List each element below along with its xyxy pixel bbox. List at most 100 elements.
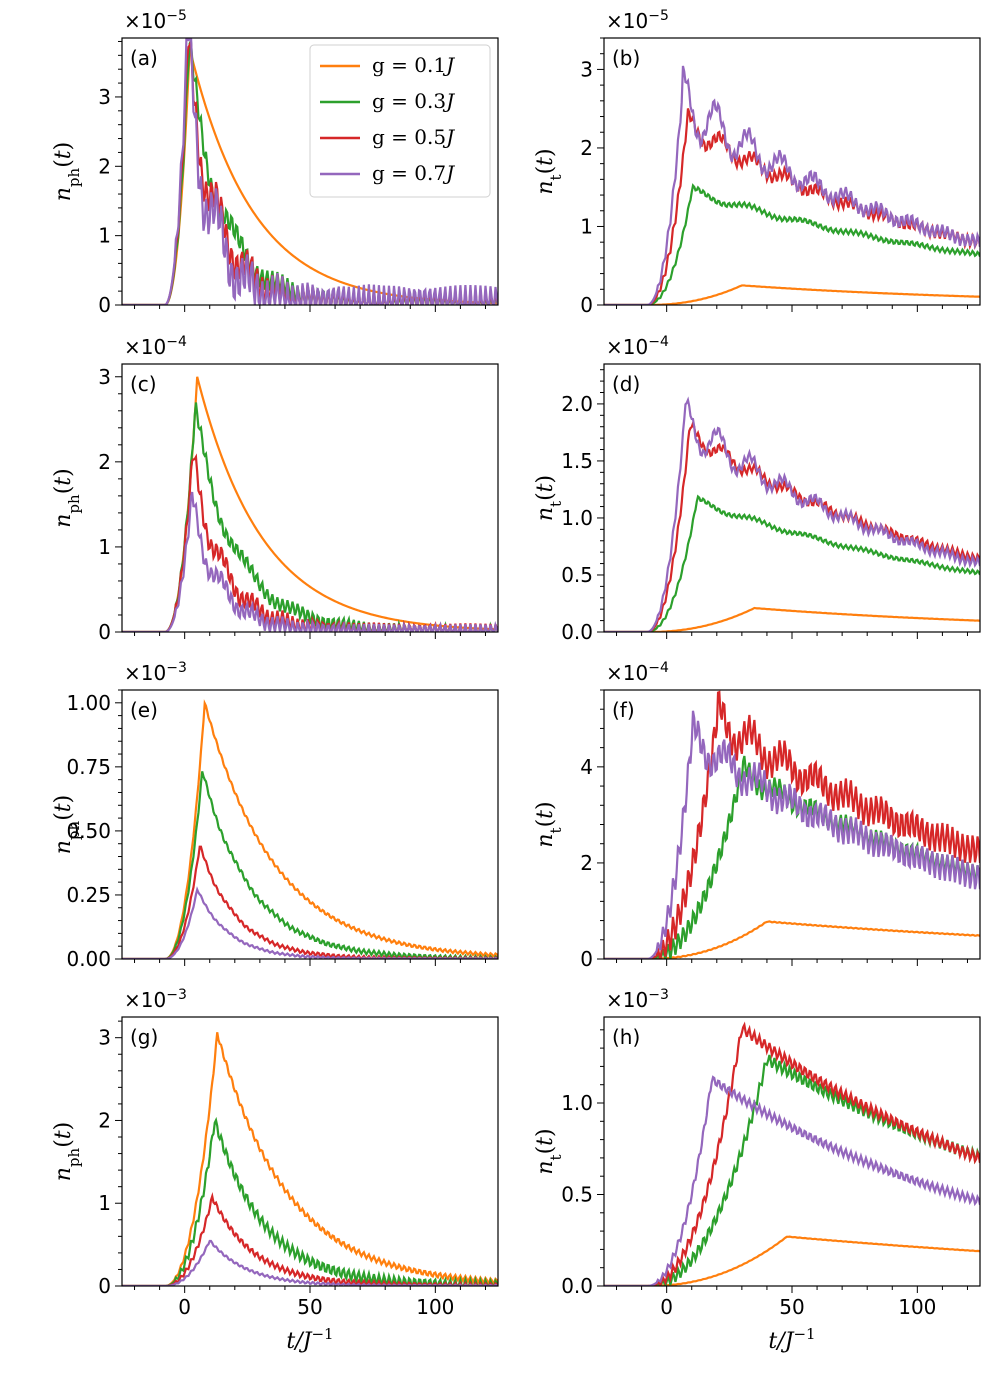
axes-frame — [121, 1016, 499, 1287]
series-line-g07J — [604, 1075, 980, 1286]
y-tick-label: 1.5 — [561, 449, 593, 473]
series-line-g05J — [604, 419, 980, 632]
x-axis-label: t/J−1 — [286, 1325, 333, 1354]
y-tick-label: 0.0 — [561, 1274, 593, 1298]
y-tick-label: 3 — [98, 365, 111, 389]
axes-frame — [603, 37, 981, 306]
legend-entry-label: g = 0.5J — [372, 125, 455, 149]
y-exponent-label: ×10−5 — [606, 8, 669, 33]
y-tick-label: 1.00 — [66, 691, 111, 715]
y-axis-label: nph(t) — [51, 1122, 83, 1181]
panel-label: (f) — [612, 698, 635, 722]
y-tick-label: 2 — [580, 851, 593, 875]
y-axis-label: nph(t) — [51, 142, 83, 201]
y-tick-label: 2 — [98, 154, 111, 178]
x-tick-label: 50 — [779, 1295, 804, 1319]
y-tick-label: 3 — [98, 85, 111, 109]
panel-f: 0 2 4 ×10−4 nt(t) (f) — [533, 660, 981, 971]
y-exponent-label: ×10−4 — [606, 660, 669, 685]
y-tick-label: 3 — [98, 1026, 111, 1050]
panel-d: 0.0 0.5 1.0 1.5 2.0 ×10−4 nt(t) (d) — [533, 334, 981, 644]
panel-label: (d) — [612, 372, 640, 396]
y-axis-label: nph(t) — [51, 468, 83, 527]
series-line-g05J — [604, 690, 980, 959]
y-tick-label: 2 — [98, 450, 111, 474]
panel-label: (b) — [612, 46, 640, 70]
y-exponent-label: ×10−4 — [606, 334, 669, 359]
y-tick-label: 1 — [98, 535, 111, 559]
series-line-g07J — [122, 886, 498, 959]
x-tick-label: 100 — [416, 1295, 454, 1319]
y-tick-label: 0.0 — [561, 620, 593, 644]
series-line-g03J — [604, 1054, 980, 1286]
y-tick-label: 0.5 — [561, 563, 593, 587]
series-line-g07J — [604, 710, 980, 959]
y-axis-label: nt(t) — [533, 801, 565, 847]
y-tick-label: 4 — [580, 755, 593, 779]
y-tick-label: 0.50 — [66, 819, 111, 843]
y-tick-label: 2.0 — [561, 392, 593, 416]
legend-entry-label: g = 0.1J — [372, 53, 455, 77]
y-axis-label: nt(t) — [533, 1128, 565, 1174]
panel-label: (c) — [130, 372, 157, 396]
x-tick-label: 0 — [178, 1295, 191, 1319]
y-axis-label: nph(t) — [51, 795, 83, 854]
series-line-g07J — [122, 38, 498, 305]
y-tick-label: 0.5 — [561, 1183, 593, 1207]
y-exponent-label: ×10−3 — [124, 660, 187, 685]
panel-label: (e) — [130, 698, 158, 722]
legend: g = 0.1J g = 0.3J g = 0.5J g = 0.7J — [309, 44, 491, 198]
y-tick-label: 1 — [98, 1191, 111, 1215]
y-exponent-label: ×10−3 — [606, 987, 669, 1012]
x-tick-label: 50 — [297, 1295, 322, 1319]
series-line-g07J — [122, 1239, 498, 1286]
panel-h: 0 50 100 t/J−1 0.0 0.5 1.0 ×10−3 nt(t) (h) — [533, 987, 981, 1354]
legend-box — [309, 44, 491, 198]
y-tick-label: 1 — [98, 224, 111, 248]
panel-e: 0.00 0.25 0.50 0.75 1.00 ×10−3 nph(t) (e) — [51, 660, 499, 971]
y-tick-label: 1.0 — [561, 1091, 593, 1115]
series-line-g01J — [604, 284, 980, 305]
y-axis-label: nt(t) — [533, 148, 565, 194]
panel-b: 0 1 2 3 ×10−5 nt(t) (b) — [533, 8, 981, 317]
series-line-g05J — [604, 1021, 980, 1286]
y-tick-label: 2 — [98, 1108, 111, 1132]
axes-frame — [603, 363, 981, 633]
series-line-g01J — [122, 699, 498, 959]
y-tick-label: 0.75 — [66, 755, 111, 779]
y-tick-label: 0 — [98, 620, 111, 644]
series-line-g03J — [122, 1116, 498, 1286]
panel-label: (h) — [612, 1025, 640, 1049]
panel-label: (a) — [130, 46, 158, 70]
series-line-g03J — [122, 771, 498, 959]
y-exponent-label: ×10−5 — [124, 8, 187, 33]
series-line-g07J — [604, 396, 980, 632]
y-tick-label: 0 — [580, 293, 593, 317]
legend-entry-label: g = 0.7J — [372, 161, 455, 185]
y-tick-label: 0.25 — [66, 883, 111, 907]
panel-c: 0 1 2 3 ×10−4 nph(t) (c) — [51, 334, 499, 644]
x-tick-label: 0 — [660, 1295, 673, 1319]
panel-label: (g) — [130, 1025, 158, 1049]
series-line-g03J — [604, 183, 980, 305]
axes-frame — [603, 1016, 981, 1287]
y-tick-label: 0 — [580, 947, 593, 971]
x-tick-label: 100 — [898, 1295, 936, 1319]
y-exponent-label: ×10−3 — [124, 987, 187, 1012]
y-exponent-label: ×10−4 — [124, 334, 187, 359]
axes-frame — [121, 689, 499, 960]
y-tick-label: 0 — [98, 293, 111, 317]
y-tick-label: 1.0 — [561, 506, 593, 530]
x-axis-label: t/J−1 — [768, 1325, 815, 1354]
legend-entry-label: g = 0.3J — [372, 89, 455, 113]
y-tick-label: 3 — [580, 57, 593, 81]
y-tick-label: 2 — [580, 136, 593, 160]
y-tick-label: 1 — [580, 214, 593, 238]
y-axis-label: nt(t) — [533, 475, 565, 521]
series-line-g01J — [122, 1032, 498, 1286]
panel-g: 0 50 100 t/J−1 0 1 2 3 ×10−3 nph(t) (g) — [51, 987, 499, 1354]
series-line-g07J — [604, 65, 980, 305]
series-line-g05J — [122, 1191, 498, 1286]
